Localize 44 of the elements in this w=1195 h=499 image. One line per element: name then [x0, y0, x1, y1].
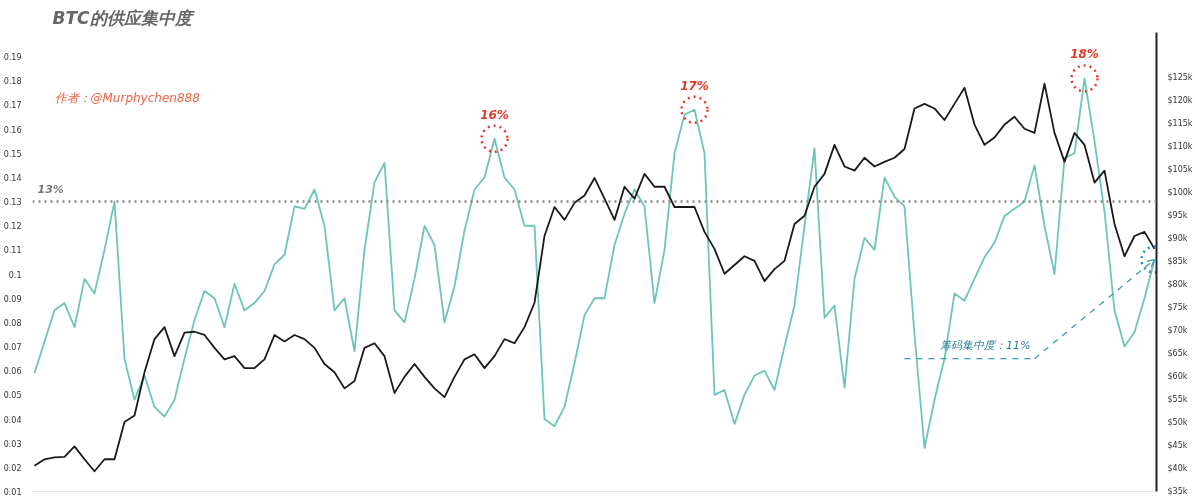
y-tick-label: 0.01	[3, 488, 22, 497]
annotation: 18%	[1070, 47, 1099, 62]
annotation: 17%	[680, 78, 709, 93]
y2-tick-label: $60k	[1167, 371, 1188, 381]
y-tick-label: 0.13	[3, 198, 22, 208]
y-tick-label: 0.12	[3, 222, 22, 232]
y-tick-label: 0.04	[3, 415, 22, 425]
y-tick-label: 0.09	[3, 294, 22, 304]
y2-tick-label: $45k	[1167, 440, 1188, 450]
y2-tick-label: $55k	[1167, 394, 1188, 404]
y2-tick-label: $120k	[1167, 95, 1193, 105]
y-tick-label: 0.05	[3, 391, 22, 401]
y-tick-label: 0.1	[8, 270, 22, 280]
ref-line-label: 13%	[37, 182, 64, 196]
y2-tick-label: $85k	[1167, 256, 1188, 266]
y-tick-label: 0.18	[3, 77, 22, 87]
y-tick-label: 0.15	[3, 149, 22, 159]
y-tick-label: 0.14	[3, 173, 22, 183]
y-tick-label: 0.16	[3, 125, 22, 135]
y-tick-label: 0.02	[3, 463, 22, 473]
y-tick-label: 0.11	[3, 246, 22, 256]
y2-tick-label: $50k	[1167, 417, 1188, 427]
chart-title: BTC的供应集中度	[52, 7, 195, 28]
y2-tick-label: $90k	[1167, 233, 1188, 243]
y2-tick-label: $70k	[1167, 325, 1188, 335]
y-tick-label: 0.19	[3, 53, 22, 63]
y2-tick-label: $95k	[1167, 210, 1188, 220]
y2-tick-label: $80k	[1167, 279, 1188, 289]
y2-tick-label: $65k	[1167, 348, 1188, 358]
y-tick-label: 0.06	[3, 367, 22, 377]
text: 作者：@Murphychen888	[54, 90, 201, 105]
y2-tick-label: $40k	[1167, 463, 1188, 473]
y2-tick-label: $100k	[1167, 187, 1193, 197]
y2-tick-label: $35k	[1167, 487, 1188, 496]
y2-tick-label: $75k	[1167, 302, 1188, 312]
y-tick-label: 0.03	[3, 439, 22, 449]
y2-tick-label: $115k	[1167, 118, 1193, 128]
y-tick-label: 0.08	[3, 318, 22, 328]
y-tick-label: 0.17	[3, 101, 22, 111]
annotation: 16%	[480, 107, 509, 122]
y2-tick-label: $105k	[1167, 164, 1193, 174]
y2-tick-label: $110k	[1167, 141, 1193, 151]
y2-tick-label: $125k	[1167, 72, 1193, 82]
y-tick-label: 0.07	[3, 343, 22, 353]
